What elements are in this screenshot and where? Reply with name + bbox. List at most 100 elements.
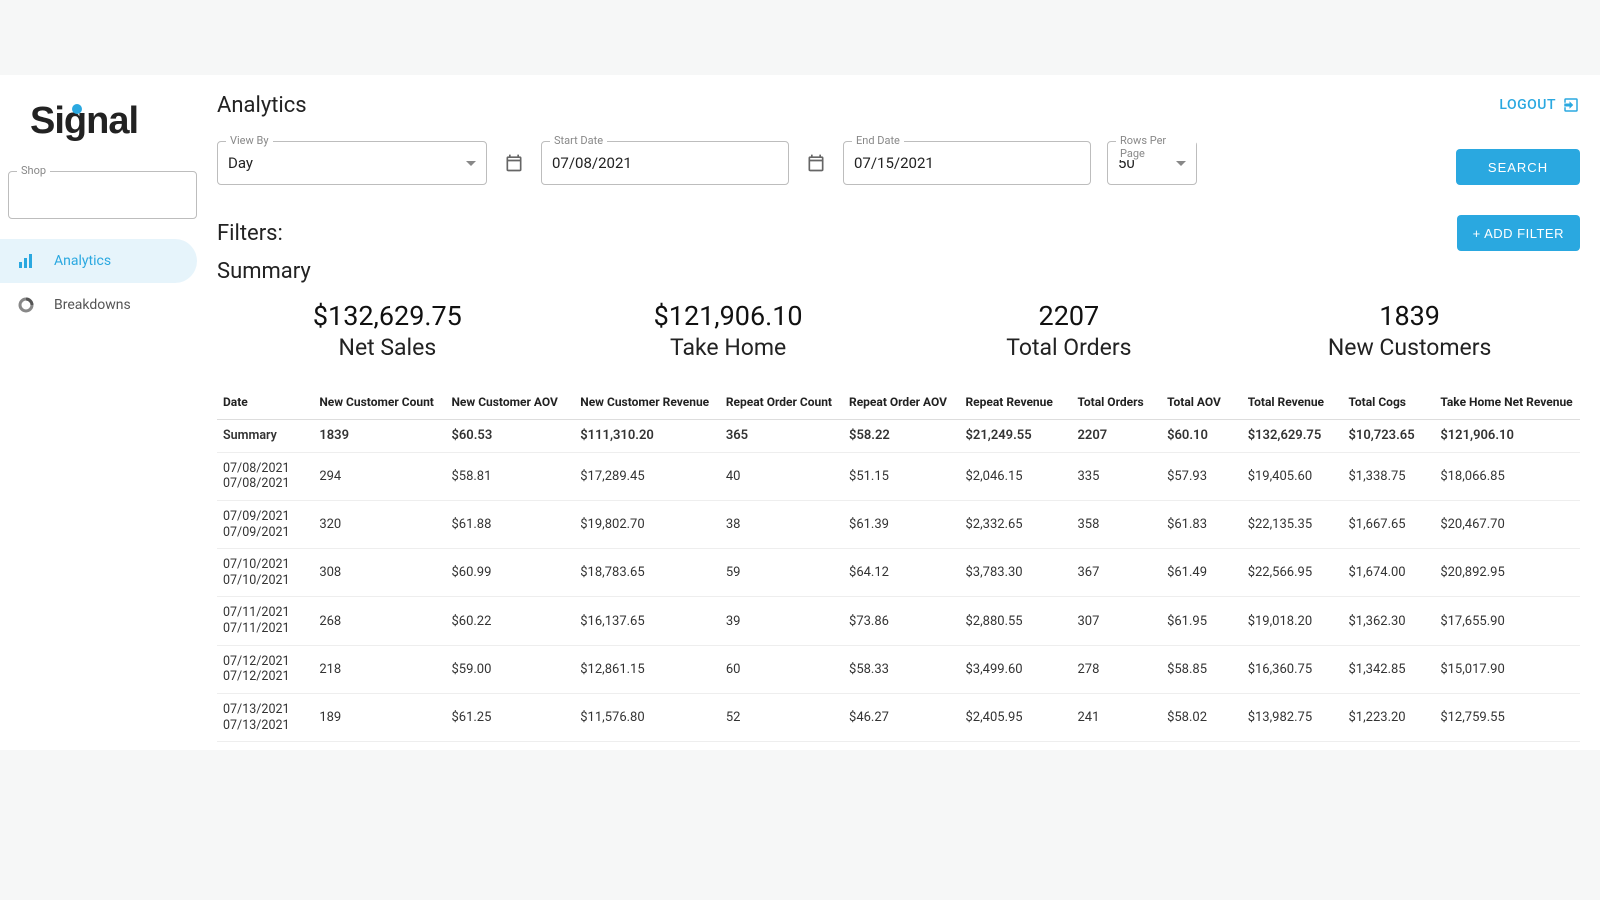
summary-card-take-home: $121,906.10 Take Home [558,300,899,361]
date-cell: 07/11/202107/11/2021 [217,597,313,645]
rows-per-page-select[interactable]: Rows Per Page 50 [1107,141,1197,185]
data-cell: 189 [313,693,445,741]
col-header[interactable]: Total Cogs [1342,385,1434,420]
data-cell: 218 [313,645,445,693]
data-cell: $61.95 [1161,597,1242,645]
col-header[interactable]: Date [217,385,313,420]
data-cell: $46.27 [843,693,959,741]
brand-name: Signal [30,100,138,142]
data-cell: $73.86 [843,597,959,645]
calendar-icon[interactable] [805,152,827,174]
data-cell: 1839 [313,420,445,453]
add-filter-button[interactable]: + ADD FILTER [1457,215,1580,251]
summary-value: 2207 [899,300,1240,332]
data-cell: $20,467.70 [1434,500,1580,548]
page-title: Analytics [217,93,307,118]
date-line: 07/10/2021 [223,557,307,573]
chevron-down-icon [1176,161,1186,166]
data-cell: $60.10 [1161,420,1242,453]
date-cell: 07/10/202107/10/2021 [217,549,313,597]
date-line: 07/09/2021 [223,509,307,525]
filters-row: Filters: + ADD FILTER [217,215,1580,251]
data-cell: 268 [313,597,445,645]
summary-caption: Total Orders [899,334,1240,361]
data-cell: $58.02 [1161,693,1242,741]
app-shell: Signal Shop Analytics Breakdowns Analyti… [0,75,1600,750]
data-cell: $19,802.70 [574,500,720,548]
data-cell: $13,982.75 [1242,693,1343,741]
date-line: 07/13/2021 [223,718,307,734]
data-cell: $4,301.35 [959,742,1071,750]
sidebar-item-analytics[interactable]: Analytics [0,239,197,283]
date-line: 07/11/2021 [223,605,307,621]
controls-row: View By Day Start Date 07/08/2021 End Da… [217,141,1580,185]
data-cell: $60.53 [445,420,574,453]
col-header[interactable]: Total Orders [1071,385,1161,420]
sidebar-item-breakdowns[interactable]: Breakdowns [0,283,205,327]
data-cell: 2207 [1071,420,1161,453]
date-line: 07/12/2021 [223,654,307,670]
data-cell: $10,723.65 [1342,420,1434,453]
date-line: 07/11/2021 [223,621,307,637]
data-cell: $58.22 [843,420,959,453]
data-cell: $58.85 [1161,645,1242,693]
col-header[interactable]: Total Revenue [1242,385,1343,420]
search-button[interactable]: SEARCH [1456,149,1580,185]
shop-field-legend: Shop [17,164,50,177]
col-header[interactable]: Take Home Net Revenue [1434,385,1580,420]
bar-chart-icon [14,253,38,269]
data-cell: $16,137.65 [574,597,720,645]
data-cell: $12,759.55 [1434,693,1580,741]
filters-label: Filters: [217,221,283,246]
data-cell: $11,576.80 [574,693,720,741]
data-cell: $1,674.00 [1342,549,1434,597]
data-cell: $12,861.15 [574,645,720,693]
col-header[interactable]: New Customer AOV [445,385,574,420]
data-cell: 365 [720,420,843,453]
table-row: 07/13/202107/13/2021189$61.25$11,576.805… [217,693,1580,741]
data-cell: $60.99 [445,549,574,597]
shop-select-field[interactable]: Shop [8,171,197,219]
data-cell: 241 [1071,693,1161,741]
data-cell: $22,135.35 [1242,500,1343,548]
data-cell: $1,342.85 [1342,645,1434,693]
table-row: 07/08/202107/08/2021294$58.81$17,289.454… [217,452,1580,500]
summary-value: $121,906.10 [558,300,899,332]
calendar-icon[interactable] [503,152,525,174]
data-cell: 77 [720,742,843,750]
date-cell: 07/08/202107/08/2021 [217,452,313,500]
data-cell: $19,405.60 [1242,452,1343,500]
col-header[interactable]: Repeat Order Count [720,385,843,420]
table-row: Summary1839$60.53$111,310.20365$58.22$21… [217,420,1580,453]
summary-cards: $132,629.75 Net Sales $121,906.10 Take H… [217,300,1580,361]
table-row: 07/09/202107/09/2021320$61.88$19,802.703… [217,500,1580,548]
end-date-field[interactable]: End Date 07/15/2021 [843,141,1091,185]
data-cell: $20,892.95 [1434,549,1580,597]
table-body: Summary1839$60.53$111,310.20365$58.22$21… [217,420,1580,751]
shop-input[interactable] [9,172,196,218]
data-cell: $17,655.90 [1434,597,1580,645]
col-header[interactable]: Repeat Revenue [959,385,1071,420]
summary-caption: Take Home [558,334,899,361]
data-cell: 308 [313,549,445,597]
col-header[interactable]: Repeat Order AOV [843,385,959,420]
chevron-down-icon [466,161,476,166]
data-cell: $111,310.20 [574,420,720,453]
end-date-legend: End Date [852,134,904,147]
data-cell: $21,249.55 [959,420,1071,453]
data-cell: $121,906.10 [1434,420,1580,453]
data-cell: $2,046.15 [959,452,1071,500]
col-header[interactable]: Total AOV [1161,385,1242,420]
col-header[interactable]: New Customer Count [313,385,445,420]
logout-icon [1562,96,1580,114]
view-by-select[interactable]: View By Day [217,141,487,185]
logout-button[interactable]: LOGOUT [1499,96,1580,114]
summary-value: $132,629.75 [217,300,558,332]
start-date-field[interactable]: Start Date 07/08/2021 [541,141,789,185]
col-header[interactable]: New Customer Revenue [574,385,720,420]
data-cell: $64.12 [843,549,959,597]
data-cell: $1,667.65 [1342,500,1434,548]
date-cell: Summary [217,420,313,453]
brand-wordmark: Signal [30,100,138,143]
rows-per-page-legend: Rows Per Page [1116,134,1196,160]
